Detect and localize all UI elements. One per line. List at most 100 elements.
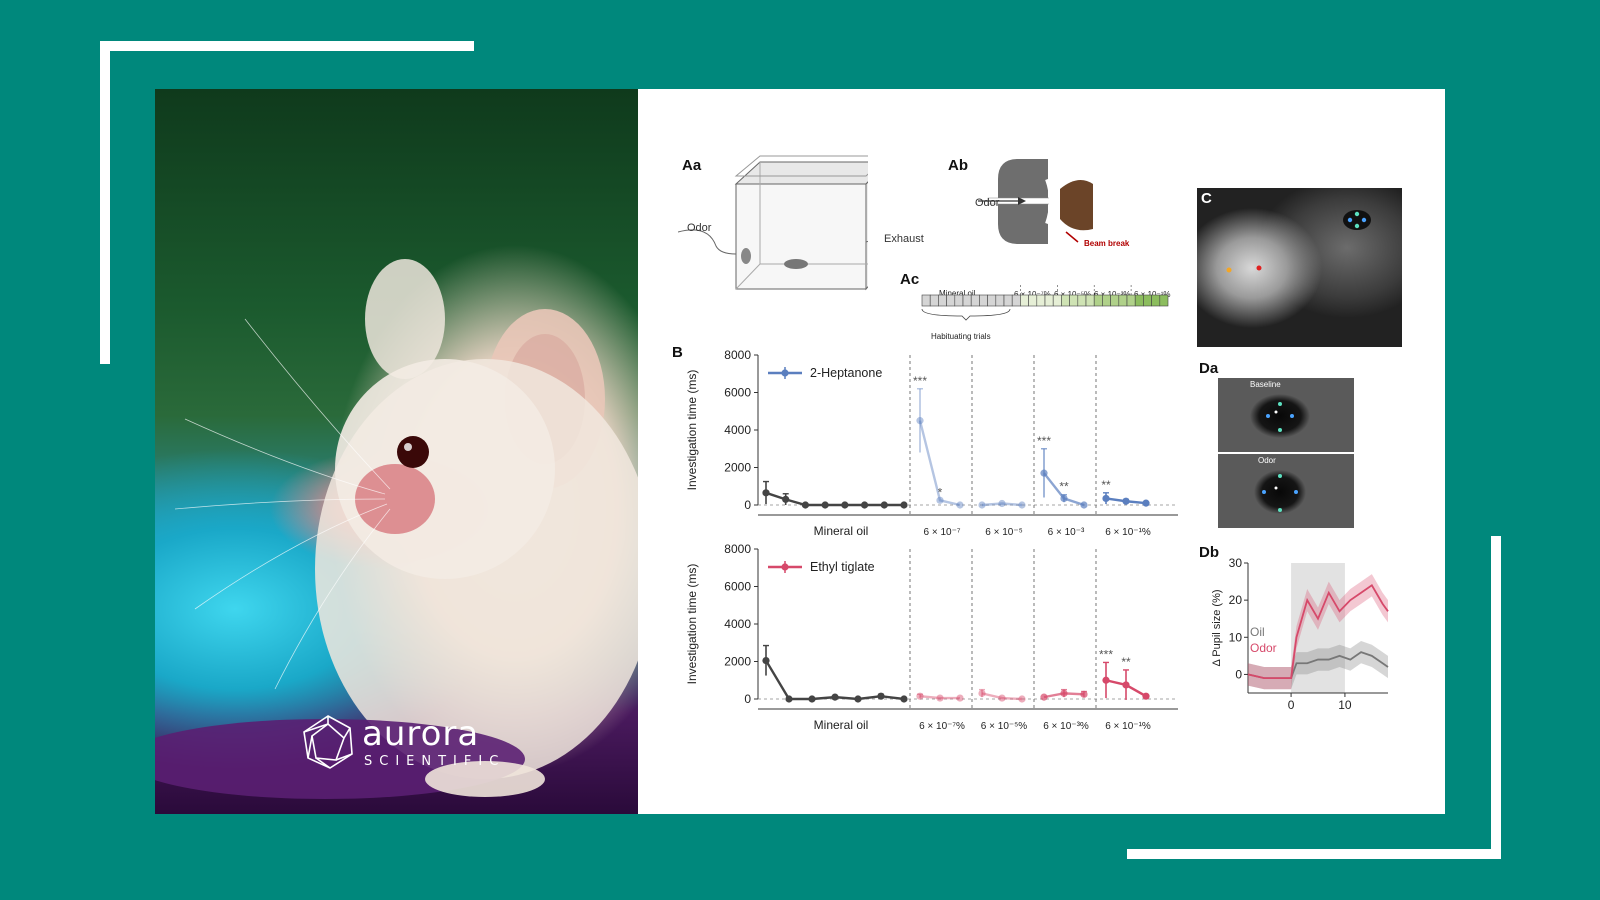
x-group-label: Mineral oil (814, 718, 869, 732)
x-group-label: 6 × 10⁻⁷ (924, 527, 961, 538)
trial-cell (1028, 294, 1038, 307)
data-point (998, 499, 1006, 508)
data-point (785, 695, 793, 703)
y-tick-label: 0 (1235, 667, 1242, 681)
panel-label-aa: Aa (682, 157, 702, 174)
y-tick-label: 6000 (724, 386, 751, 400)
significance-mark: *** (913, 374, 927, 388)
habituating-brace (921, 308, 1011, 321)
y-tick-label: 8000 (724, 542, 751, 556)
y-tick-label: 2000 (724, 461, 751, 475)
y-tick-label: 8000 (724, 348, 751, 362)
ab-odor-label: Odor (975, 197, 1000, 209)
data-point (801, 501, 810, 509)
y-tick-label: 4000 (724, 423, 751, 437)
da-odor-label: Odor (1258, 456, 1276, 465)
ac-conc-2: 6 × 10⁻⁵% (1054, 290, 1092, 299)
trial-cell (1044, 294, 1054, 307)
trial-cell (1069, 294, 1079, 307)
da-baseline-label: Baseline (1250, 380, 1281, 389)
data-point (900, 695, 908, 703)
baseline-pupil-points (1266, 402, 1294, 432)
data-point (978, 689, 986, 697)
trial-cell (1134, 294, 1144, 307)
data-point (1122, 681, 1130, 689)
data-point (956, 501, 964, 509)
panel-label-db: Db (1199, 544, 1219, 561)
trial-cell (938, 294, 947, 307)
data-point (1080, 690, 1088, 698)
eye-odor-image: Odor (1218, 454, 1354, 528)
data-point (880, 501, 888, 509)
aa-odor-label: Odor (687, 222, 712, 234)
data-point (821, 501, 829, 509)
error-band (1248, 574, 1388, 690)
mouse-illustration (155, 259, 638, 799)
legend-label: Odor (1250, 641, 1277, 655)
trial-cell (1020, 294, 1029, 307)
data-point (1102, 494, 1110, 503)
ac-mineral-label: Mineral oil (939, 289, 976, 298)
trial-cell (970, 294, 980, 307)
significance-mark: *** (1037, 434, 1051, 448)
trial-cell (979, 294, 988, 307)
significance-mark: ** (1101, 478, 1111, 492)
data-point (1040, 469, 1048, 477)
odor-pupil-points (1262, 474, 1298, 512)
data-point (900, 501, 908, 509)
panel-label-ac: Ac (900, 271, 920, 288)
x-group-label: 6 × 10⁻³ (1048, 527, 1085, 538)
error-band (1248, 641, 1388, 690)
x-group-label: 6 × 10⁻⁵ (985, 527, 1023, 538)
y-tick-label: 10 (1229, 630, 1243, 644)
trial-sequence-bar (921, 285, 1169, 321)
data-point (978, 501, 986, 509)
series-line (919, 694, 960, 700)
data-point (1060, 689, 1068, 697)
series-line (764, 659, 905, 701)
x-group-label: 6 × 10⁻³% (1043, 721, 1089, 732)
data-point (877, 692, 885, 700)
chart-pupil-size: 30 20 10 0 0 10 Δ Pupil size (%) Oil Odor (1211, 556, 1389, 712)
panel-label-ab: Ab (948, 157, 968, 174)
series-line (981, 502, 1023, 507)
data-point (936, 694, 944, 702)
trial-cell (929, 294, 939, 307)
trial-cell (1003, 294, 1013, 307)
y-tick-label: 30 (1229, 556, 1243, 570)
x-group-label: 6 × 10⁻⁷% (919, 721, 965, 732)
data-point (1080, 501, 1088, 509)
frame-bracket-bottom (1127, 849, 1501, 859)
geometric-logo-icon (303, 715, 353, 769)
trial-cell (987, 294, 997, 307)
trial-cell (1036, 294, 1046, 307)
x-group-label: 6 × 10⁻¹% (1105, 721, 1151, 732)
figure-panel: Aa Odor Exhaust Ab Odor Beam break Ac Mi… (638, 89, 1445, 814)
trial-cell (954, 294, 964, 307)
box-apparatus-diagram (678, 155, 868, 291)
data-point (1142, 499, 1150, 507)
trial-cell (1011, 294, 1021, 307)
trial-cell (995, 294, 1005, 307)
trial-cell (1077, 294, 1087, 307)
trial-cell (1102, 294, 1111, 307)
trial-cell (1159, 294, 1169, 307)
y-tick-label: 0 (744, 692, 751, 706)
data-point (916, 417, 924, 425)
mouse-photo: aurora SCIENTIFIC (155, 89, 638, 814)
data-point (1060, 494, 1068, 503)
ac-conc-4: 6 × 10⁻¹% (1134, 290, 1171, 299)
panel-label-b: B (672, 344, 683, 361)
data-point (854, 695, 862, 703)
trial-cell (962, 294, 972, 307)
y-axis-label: Δ Pupil size (%) (1211, 589, 1223, 666)
trial-cell (1093, 294, 1103, 307)
y-tick-label: 0 (744, 498, 751, 512)
trial-cell (1151, 294, 1161, 307)
x-group-label: 6 × 10⁻¹% (1105, 527, 1151, 538)
y-axis-label: Investigation time (ms) (685, 564, 699, 685)
chart-heptanone: 8000 6000 4000 2000 0 Investigation time (ms)… (685, 348, 1178, 538)
trial-cell (1110, 294, 1120, 307)
data-point (782, 495, 790, 503)
data-point (1142, 692, 1150, 700)
